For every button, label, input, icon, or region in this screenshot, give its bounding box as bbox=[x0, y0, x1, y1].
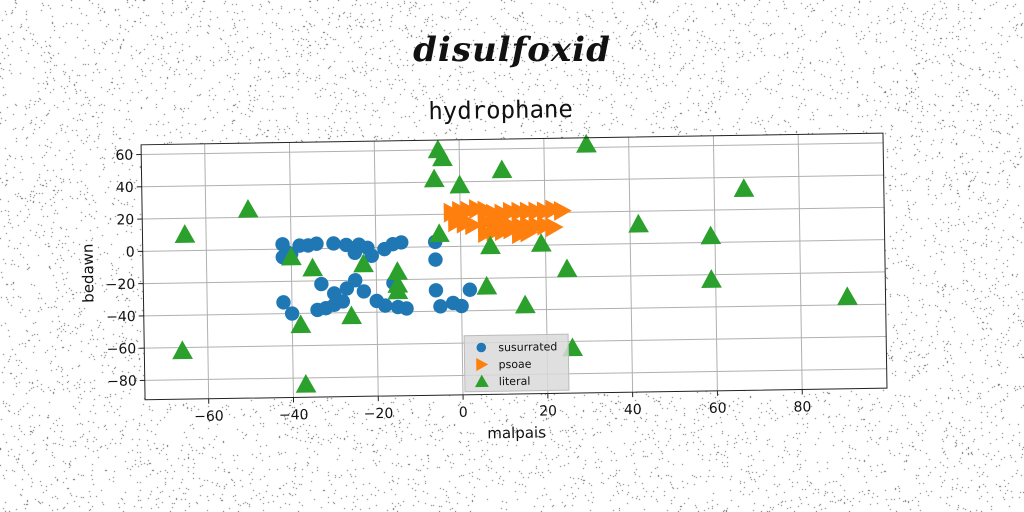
x-gridline bbox=[204, 143, 210, 399]
y-tick-label: 20 bbox=[116, 212, 134, 228]
x-tick-label: 0 bbox=[459, 405, 468, 421]
x-tick-label: 40 bbox=[624, 402, 642, 418]
point-literal bbox=[531, 233, 552, 252]
legend-label-psoae: psoae bbox=[498, 358, 531, 372]
point-literal bbox=[556, 258, 578, 278]
point-psoae bbox=[553, 201, 572, 221]
point-susurrated bbox=[394, 235, 409, 250]
x-tick-label: 60 bbox=[709, 401, 727, 417]
y-tick-label: 40 bbox=[116, 180, 134, 196]
x-gridline bbox=[712, 135, 718, 391]
point-literal bbox=[449, 174, 471, 194]
series-psoae bbox=[443, 199, 572, 245]
series-susurrated bbox=[275, 234, 478, 321]
x-gridline bbox=[288, 142, 294, 398]
point-literal bbox=[174, 224, 196, 243]
point-literal bbox=[480, 235, 501, 255]
y-tick-label: 0 bbox=[126, 244, 135, 260]
plot-area bbox=[141, 133, 887, 400]
point-literal bbox=[700, 225, 722, 245]
point-susurrated bbox=[356, 284, 372, 299]
y-tick-label: −40 bbox=[106, 309, 136, 325]
point-literal bbox=[628, 213, 649, 233]
point-literal bbox=[172, 340, 193, 360]
point-susurrated bbox=[327, 286, 342, 301]
point-literal bbox=[576, 133, 597, 153]
point-psoae bbox=[520, 222, 539, 243]
y-gridline bbox=[141, 142, 884, 155]
legend-box bbox=[463, 333, 570, 393]
point-literal bbox=[476, 275, 498, 295]
chart-title: hydrophane bbox=[428, 95, 573, 125]
point-literal bbox=[432, 147, 453, 167]
legend-label-susurrated: susurrated bbox=[498, 340, 557, 354]
point-literal bbox=[302, 257, 324, 277]
y-gridline bbox=[143, 303, 886, 317]
point-susurrated bbox=[326, 236, 341, 251]
point-literal bbox=[387, 280, 409, 300]
point-literal bbox=[353, 253, 374, 273]
plot-frame bbox=[140, 132, 888, 401]
x-axis-label: malpais bbox=[487, 423, 546, 442]
y-gridline bbox=[143, 271, 886, 285]
point-literal bbox=[341, 305, 363, 325]
point-susurrated bbox=[348, 273, 363, 288]
point-susurrated bbox=[462, 282, 478, 297]
legend-marker-psoae bbox=[476, 357, 489, 372]
point-literal bbox=[423, 168, 445, 188]
point-literal bbox=[515, 294, 536, 314]
point-susurrated bbox=[314, 276, 329, 292]
point-susurrated bbox=[364, 248, 379, 263]
point-literal bbox=[429, 223, 450, 243]
x-tick-label: 20 bbox=[539, 403, 557, 419]
legend-marker-literal bbox=[475, 374, 489, 388]
point-literal bbox=[701, 269, 722, 288]
x-tick-label: −60 bbox=[194, 409, 224, 425]
y-tick-label: 60 bbox=[115, 148, 133, 164]
point-literal bbox=[837, 286, 858, 306]
point-literal bbox=[290, 314, 312, 334]
point-literal bbox=[387, 261, 408, 280]
point-psoae bbox=[465, 215, 483, 236]
x-gridline bbox=[373, 141, 379, 397]
point-susurrated bbox=[378, 298, 393, 313]
point-susurrated bbox=[309, 236, 324, 251]
point-susurrated bbox=[347, 245, 362, 261]
point-literal bbox=[237, 198, 259, 218]
point-literal bbox=[295, 373, 317, 393]
y-tick-label: −20 bbox=[106, 277, 136, 293]
point-susurrated bbox=[276, 295, 291, 310]
point-susurrated bbox=[454, 298, 469, 314]
point-susurrated bbox=[399, 301, 414, 316]
x-gridline bbox=[797, 134, 803, 390]
point-susurrated bbox=[428, 283, 444, 298]
figure-suptitle: disulfoxid bbox=[413, 30, 611, 70]
data-marks bbox=[172, 133, 858, 393]
legend-label-literal: literal bbox=[499, 375, 531, 388]
y-tick-label: −60 bbox=[107, 341, 137, 357]
x-tick-label: 80 bbox=[793, 399, 811, 415]
point-literal bbox=[733, 178, 755, 198]
x-gridline bbox=[628, 137, 634, 393]
point-psoae bbox=[545, 217, 564, 238]
series-literal bbox=[172, 133, 858, 393]
x-tick-label: −20 bbox=[364, 406, 394, 422]
y-tick-label: −80 bbox=[107, 374, 137, 390]
legend: susurrated psoae literal bbox=[463, 333, 570, 393]
point-literal bbox=[491, 159, 513, 179]
y-gridline bbox=[141, 174, 884, 188]
point-susurrated bbox=[284, 306, 300, 321]
legend-marker-susurrated bbox=[476, 342, 487, 353]
y-axis-label: bedawn bbox=[79, 243, 98, 303]
x-ticks: −60 −40 −20 0 20 40 60 80 bbox=[194, 389, 812, 425]
point-literal bbox=[281, 246, 302, 266]
point-susurrated bbox=[428, 252, 443, 267]
point-susurrated bbox=[433, 299, 448, 314]
y-ticks: 60 40 20 0 −20 −40 −60 −80 bbox=[106, 148, 145, 390]
x-tick-label: −40 bbox=[279, 407, 309, 423]
y-gridline bbox=[142, 239, 885, 252]
